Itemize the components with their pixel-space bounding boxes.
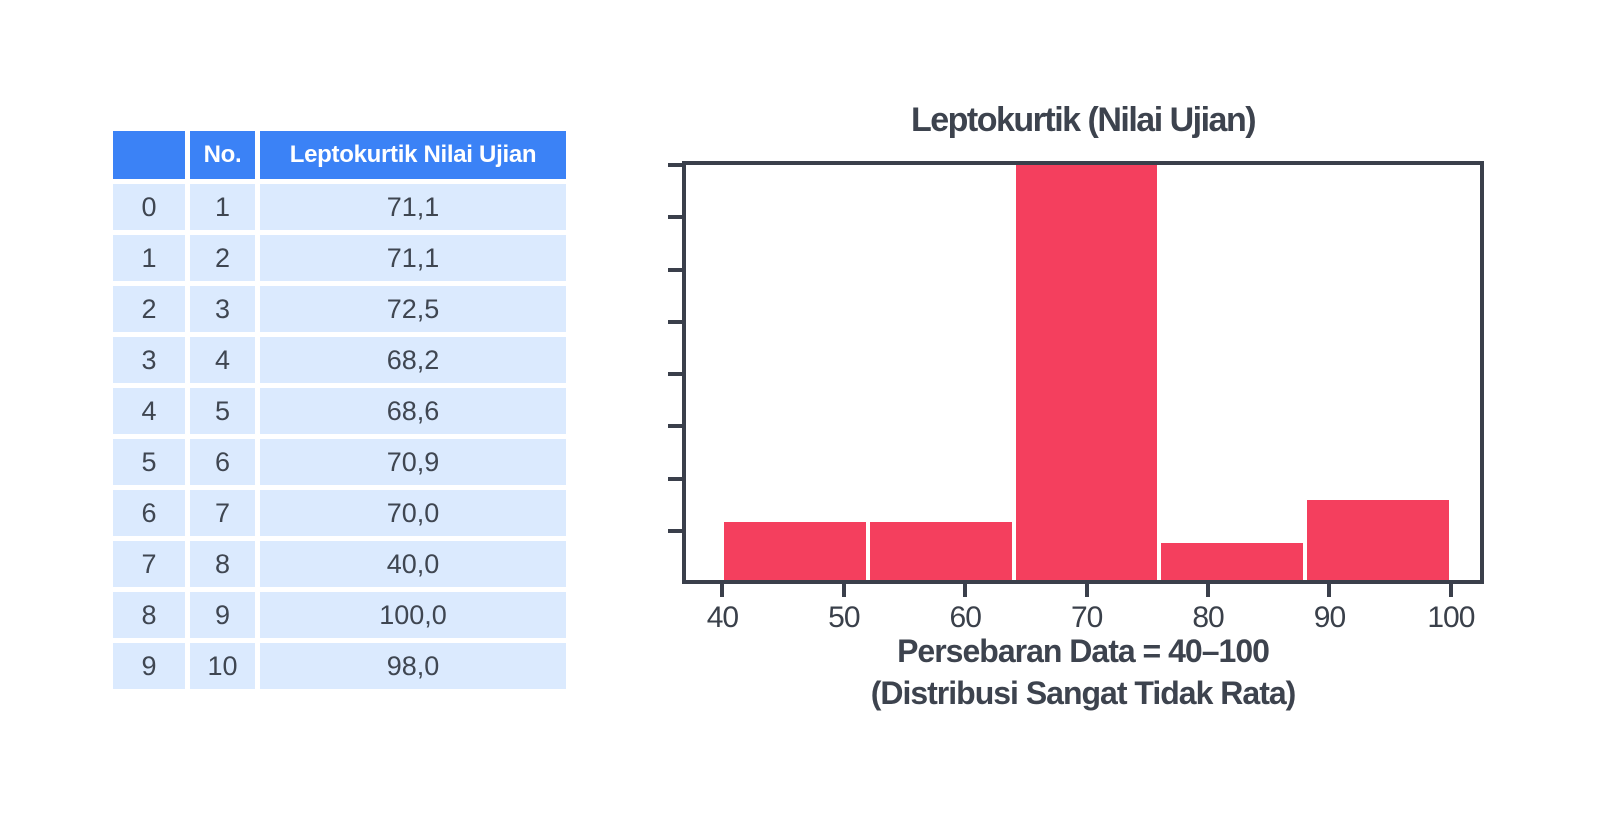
- y-axis-tick: [668, 215, 682, 220]
- cell-value: 68,2: [260, 337, 566, 383]
- cell-index: 1: [113, 235, 185, 281]
- x-axis-tick: [1327, 584, 1332, 597]
- data-table: No. Leptokurtik Nilai Ujian 0 1 71,1 1 2 71,1…: [113, 131, 566, 689]
- cell-value: 71,1: [260, 235, 566, 281]
- y-axis-tick: [668, 163, 682, 167]
- cell-value: 98,0: [260, 643, 566, 689]
- cell-value: 70,9: [260, 439, 566, 485]
- cell-no: 1: [190, 184, 255, 230]
- caption-line-1: Persebaran Data = 40–100: [897, 633, 1270, 669]
- cell-index: 6: [113, 490, 185, 536]
- x-tick-label: 60: [949, 601, 982, 634]
- cell-no: 4: [190, 337, 255, 383]
- cell-index: 7: [113, 541, 185, 587]
- x-tick-label: 70: [1070, 601, 1103, 634]
- header-cell-index: [113, 131, 185, 179]
- cell-index: 8: [113, 592, 185, 638]
- y-axis-tick: [668, 267, 682, 272]
- chart-title: Leptokurtik (Nilai Ujian): [910, 101, 1257, 139]
- x-tick-label: 80: [1192, 601, 1224, 634]
- x-tick-label: 90: [1313, 601, 1346, 634]
- cell-index: 5: [113, 439, 185, 485]
- x-axis-tick: [841, 584, 846, 597]
- y-axis-tick: [668, 476, 682, 481]
- x-axis-tick: [720, 584, 725, 597]
- cell-index: 0: [113, 184, 185, 230]
- caption-line-2: (Distribusi Sangat Tidak Rata): [870, 675, 1297, 712]
- y-axis-tick: [668, 372, 682, 377]
- histogram-bar: [1305, 500, 1451, 580]
- x-tick-label: 40: [706, 601, 739, 634]
- cell-value: 40,0: [260, 541, 566, 587]
- cell-index: 9: [113, 643, 185, 689]
- x-axis-tick: [1206, 584, 1211, 597]
- cell-index: 3: [113, 337, 185, 383]
- histogram-bar: [1159, 543, 1306, 580]
- cell-no: 9: [190, 592, 255, 638]
- cell-no: 2: [190, 235, 255, 281]
- cell-no: 5: [190, 388, 255, 434]
- chart-caption: Persebaran Data = 40–100 (Distribusi San…: [682, 630, 1484, 714]
- histogram-bar: [1013, 165, 1160, 580]
- y-axis-tick: [668, 319, 682, 324]
- header-cell-value: Leptokurtik Nilai Ujian: [260, 131, 566, 179]
- cell-no: 7: [190, 490, 255, 536]
- cell-index: 2: [113, 286, 185, 332]
- header-cell-no: No.: [190, 131, 255, 179]
- cell-value: 68,6: [260, 388, 566, 434]
- histogram-bar: [722, 522, 869, 580]
- plot-area: 40 50 60 70 80 90 100: [668, 161, 1484, 634]
- cell-value: 100,0: [260, 592, 566, 638]
- cell-no: 6: [190, 439, 255, 485]
- y-axis-tick: [668, 424, 682, 429]
- cell-value: 71,1: [260, 184, 566, 230]
- y-axis-tick: [668, 529, 682, 534]
- x-axis-tick: [1448, 584, 1453, 597]
- cell-no: 3: [190, 286, 255, 332]
- cell-index: 4: [113, 388, 185, 434]
- cell-no: 10: [190, 643, 255, 689]
- cell-value: 70,0: [260, 490, 566, 536]
- x-tick-label: 50: [828, 601, 860, 634]
- x-axis-tick: [963, 584, 968, 597]
- x-axis-tick: [1084, 584, 1089, 597]
- histogram-bar: [868, 522, 1014, 580]
- cell-no: 8: [190, 541, 255, 587]
- x-tick-label: 100: [1427, 601, 1475, 634]
- cell-value: 72,5: [260, 286, 566, 332]
